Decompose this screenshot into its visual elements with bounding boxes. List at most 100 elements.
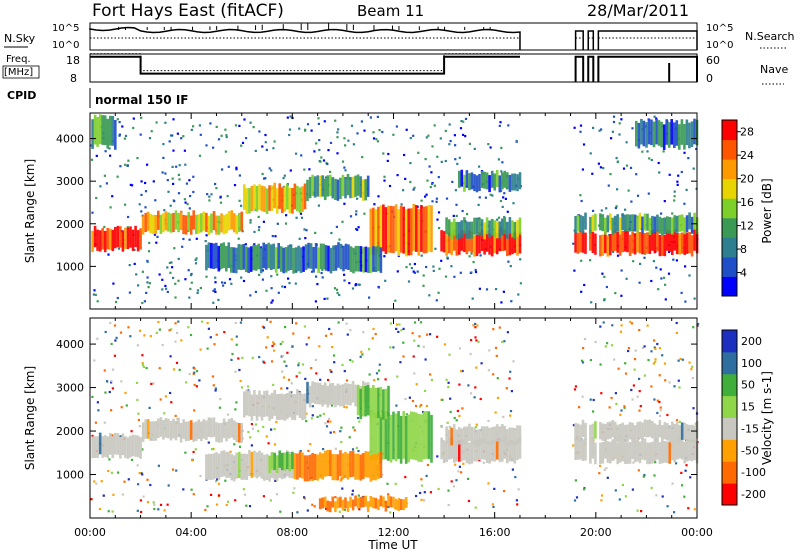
velocity-band-9-cell: [291, 451, 294, 470]
power-band-2-cell: [255, 186, 259, 212]
power-scatter-cell: [135, 273, 138, 276]
velocity-scatter-cell: [634, 349, 637, 352]
velocity-scatter-cell: [404, 397, 407, 401]
power-scatter-cell: [254, 149, 257, 152]
power-scatter-cell: [341, 160, 345, 163]
power-scatter-cell: [641, 150, 644, 153]
velocity-scatter-cell: [671, 482, 674, 485]
power-scatter-cell: [464, 117, 468, 120]
velocity-scatter-cell: [621, 483, 624, 487]
power-scatter-cell: [592, 126, 595, 129]
velocity-scatter-cell: [241, 356, 244, 359]
velocity-scatter-cell: [496, 377, 499, 380]
velocity-scatter-cell: [374, 332, 377, 336]
velocity-scatter-cell: [633, 368, 636, 371]
power-band-7-cell: [347, 244, 350, 270]
power-band-6-cell: [658, 234, 662, 257]
power-scatter-cell: [214, 276, 217, 279]
power-band-6-cell: [611, 230, 615, 252]
velocity-band-10-cell: [366, 501, 370, 513]
velocity-scatter-cell: [249, 436, 252, 439]
velocity-band-4-cell: [382, 411, 385, 460]
power-scatter-cell: [146, 163, 149, 166]
power-band-12-cell: [640, 118, 643, 145]
power-band-6-cell: [638, 232, 642, 254]
velocity-scatter-cell: [290, 382, 293, 385]
power-band-5-cell: [452, 229, 456, 251]
velocity-scatter-cell: [396, 375, 399, 378]
power-band-2-cell: [250, 185, 254, 212]
power-scatter-cell: [440, 259, 443, 262]
velocity-band-10-cell: [359, 496, 362, 508]
velocity-band-2-cell: [260, 394, 264, 421]
velocity-band-7-cell: [205, 454, 208, 481]
velocity-scatter-cell: [248, 505, 252, 508]
velocity-scatter-cell: [184, 451, 187, 454]
power-scatter-cell: [466, 213, 469, 216]
power-band-12-cell: [673, 122, 676, 148]
power-band-7-cell: [257, 243, 260, 270]
velocity-scatter-cell: [212, 448, 215, 451]
velocity-scatter-cell: [384, 378, 387, 381]
velocity-scatter-cell: [348, 436, 351, 439]
y-tick-label: 1000: [56, 469, 84, 482]
velocity-scatter-cell: [189, 333, 193, 337]
velocity-scatter-cell: [227, 500, 230, 503]
velocity-scatter-cell: [157, 508, 160, 511]
velocity-scatter-cell: [125, 404, 128, 407]
velocity-scatter-cell: [475, 423, 478, 426]
velocity-scatter-cell: [419, 405, 422, 408]
power-scatter-cell: [152, 180, 155, 183]
velocity-band-8-cell: [311, 453, 314, 480]
power-band-9-cell: [643, 213, 647, 231]
power-band-9-cell: [653, 216, 657, 234]
velocity-scatter-cell: [313, 505, 316, 508]
velocity-scatter-cell: [310, 367, 313, 370]
power-band-1-cell: [172, 212, 175, 233]
velocity-scatter-cell: [330, 332, 333, 335]
velocity-scatter-cell: [330, 370, 333, 373]
power-scatter-cell: [428, 165, 431, 168]
power-band-10-cell: [460, 169, 464, 187]
velocity-scatter-cell: [117, 471, 120, 474]
velocity-scatter-cell: [448, 425, 451, 428]
velocity-scatter-cell: [114, 339, 117, 342]
power-scatter-cell: [357, 283, 360, 286]
power-scatter-cell: [249, 294, 252, 297]
power-scatter-cell: [664, 283, 667, 286]
power-scatter-cell: [318, 148, 321, 152]
power-band-6-cell: [678, 233, 681, 255]
velocity-band-2-cell: [265, 390, 269, 417]
velocity-band-7-cell: [235, 452, 238, 479]
velocity-band-12-cell: [641, 422, 644, 440]
velocity-colorbar-label: -15: [741, 422, 759, 435]
velocity-scatter-cell: [619, 413, 622, 416]
power-scatter-cell: [195, 257, 198, 260]
power-scatter-cell: [600, 209, 603, 212]
power-scatter-cell: [121, 125, 124, 128]
power-band-9-cell: [584, 212, 587, 230]
velocity-band-8-cell: [306, 455, 309, 482]
power-scatter-cell: [115, 300, 118, 304]
power-band-5-cell: [488, 233, 491, 255]
velocity-scatter-cell: [474, 322, 477, 325]
power-band-3-cell: [336, 179, 340, 201]
power-scatter-cell: [162, 143, 165, 146]
x-axis-label: Time UT: [367, 538, 418, 552]
power-scatter-cell: [474, 270, 478, 274]
velocity-scatter-cell: [153, 507, 156, 511]
velocity-band-2-cell: [273, 389, 276, 416]
power-band-5-cell: [465, 233, 469, 255]
power-scatter-cell: [344, 144, 347, 147]
power-scatter-cell: [238, 124, 241, 127]
velocity-scatter-cell: [475, 366, 478, 369]
power-scatter-cell: [410, 267, 413, 270]
velocity-scatter-cell: [681, 484, 684, 487]
power-band-7-cell: [339, 243, 343, 270]
velocity-scatter-cell: [643, 473, 646, 477]
power-colorbar-swatch: [722, 256, 737, 277]
velocity-band-7-cell: [265, 453, 269, 480]
velocity-band-7-cell: [210, 453, 213, 480]
velocity-scatter-cell: [270, 428, 273, 431]
velocity-scatter-cell: [174, 340, 177, 343]
